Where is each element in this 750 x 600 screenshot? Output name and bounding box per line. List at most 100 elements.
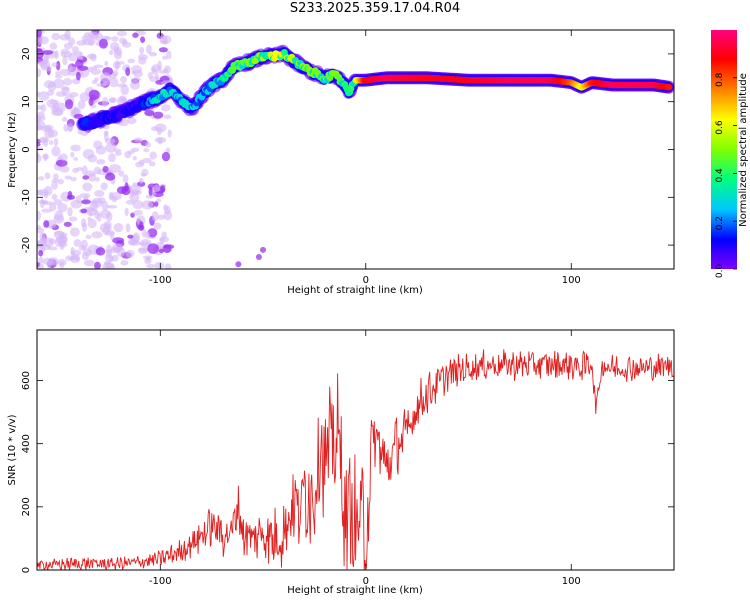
spectrogram-noise-mark — [105, 265, 112, 269]
spectrogram-noise-mark — [91, 231, 103, 239]
spectrogram-noise-mark — [63, 78, 73, 86]
spectrogram-noise-mark — [63, 221, 72, 227]
spectrogram-noise-mark — [80, 239, 88, 250]
spectrogram-y-label: Frequency (Hz) — [7, 112, 18, 188]
spectrogram-noise-mark — [108, 153, 116, 163]
spectrogram-noise-mark — [147, 71, 153, 79]
spectrogram-noise-mark — [98, 38, 108, 49]
spectrogram-noise-mark — [37, 189, 49, 196]
spectrogram-noise-mark — [80, 199, 92, 205]
spectrogram-noise-mark — [39, 36, 49, 45]
spectrogram-noise-mark — [53, 138, 59, 147]
spectrogram-y-tick-label: 0 — [21, 146, 32, 152]
figure-title: S233.2025.359.17.04.R04 — [289, 1, 461, 16]
spectrogram-noise-mark — [70, 144, 81, 152]
spectrogram-noise-mark — [41, 137, 50, 143]
spectrogram-noise-mark — [94, 209, 100, 220]
spectrogram-noise-mark — [53, 173, 59, 181]
spectrogram-noise-mark — [89, 53, 97, 62]
colorbar-tick-label: 0.8 — [715, 72, 725, 87]
spectrogram-noise-mark — [73, 106, 79, 112]
spectrogram-noise-mark — [43, 124, 54, 131]
spectrogram-noise-mark — [129, 184, 141, 194]
spectrogram-noise-mark — [142, 157, 152, 164]
spectrogram-noise-mark — [157, 214, 166, 220]
spectrogram-noise-mark — [68, 92, 79, 98]
spectrogram-noise-mark — [145, 194, 154, 199]
spectrogram-noise-mark — [43, 220, 50, 228]
spectrogram-noise-mark — [104, 137, 116, 145]
spectrogram-noise-mark — [155, 198, 162, 203]
spectrogram-noise-mark — [97, 197, 106, 204]
spectrogram-noise-mark — [42, 237, 54, 248]
spectrogram-noise-mark — [125, 67, 131, 77]
spectrogram-noise-mark — [112, 61, 121, 69]
colorbar-tick-label: 0.4 — [715, 168, 725, 183]
spectrogram-noise-mark — [154, 201, 159, 207]
spectrogram-noise-mark — [94, 77, 99, 82]
spectrogram-noise-mark — [106, 204, 118, 209]
spectrogram-noise-mark — [51, 109, 64, 116]
spectrogram-noise-mark — [141, 200, 154, 210]
spectrogram-noise-mark — [94, 189, 105, 197]
spectrogram-noise-mark — [38, 249, 44, 257]
spectrogram-noise-mark — [167, 129, 172, 138]
spectrogram-noise-mark — [67, 63, 73, 72]
spectrogram-noise-mark — [124, 151, 132, 159]
spectrogram-noise-mark — [139, 46, 145, 55]
snr-x-ticks: -100 0 100 — [149, 330, 581, 587]
spectrogram-noise-mark — [158, 47, 168, 53]
spectrogram-noise-mark — [75, 59, 84, 69]
spectrogram-y-tick-label: 10 — [21, 95, 32, 108]
spectrogram-noise-mark — [49, 42, 58, 50]
spectrogram-noise-mark — [99, 72, 112, 83]
spectrogram-noise-mark — [124, 181, 129, 192]
spectrogram-noise-mark — [127, 234, 134, 239]
spectrogram-noise-mark — [138, 159, 145, 165]
spectrogram-noise-mark — [120, 260, 129, 266]
spectrogram-noise-mark — [103, 35, 112, 41]
spectrogram-noise-mark — [42, 50, 54, 55]
spectrogram-noise-mark — [116, 83, 128, 88]
spectrogram-noise-mark — [154, 137, 167, 144]
spectrogram-noise-mark — [111, 36, 119, 42]
spectrogram-noise-mark — [58, 241, 68, 248]
spectrogram-noise-mark — [140, 36, 146, 43]
spectrogram-noise-mark — [41, 208, 53, 213]
spectrogram-noise-mark — [37, 47, 43, 52]
spectrogram-noise-mark — [114, 151, 122, 156]
spectrogram-noise-mark — [113, 223, 124, 233]
spectrogram-noise-mark — [109, 49, 114, 56]
spectrogram-noise-mark — [38, 256, 44, 265]
spectrogram-noise-mark — [102, 225, 111, 236]
spectrogram-noise-mark — [75, 71, 81, 81]
snr-frame — [36, 329, 675, 571]
spectrogram-noise-mark — [163, 114, 172, 120]
spectrogram-noise-mark — [54, 210, 64, 221]
spectrogram-noise-mark — [161, 151, 171, 162]
spectrogram-noise-mark — [52, 78, 65, 89]
spectrogram-noise-mark — [73, 157, 79, 161]
spectrogram-noise-mark — [145, 231, 150, 239]
spectrogram-noise-mark — [152, 111, 164, 119]
spectrogram-noise-mark — [71, 46, 79, 53]
colorbar-label: Normalized spectral amplitude — [738, 73, 749, 227]
spectrogram-noise-mark — [125, 249, 135, 258]
spectrogram-noise-mark — [96, 83, 107, 87]
spectrogram-noise-mark — [70, 151, 75, 158]
spectrogram-noise-mark — [44, 128, 54, 139]
spectrogram-noise-mark — [152, 184, 161, 193]
spectrogram-noise-mark — [37, 146, 44, 151]
spectrogram-noise-mark — [124, 207, 129, 217]
spectrogram-noise-mark — [62, 54, 68, 66]
colorbar-tick-label: 0.0 — [715, 264, 725, 279]
spectrogram-noise-mark — [102, 96, 109, 108]
spectrogram-noise-mark — [38, 263, 44, 269]
spectrogram-noise-mark — [88, 89, 100, 100]
spectrogram-noise-mark — [67, 53, 78, 62]
spectrogram-noise-mark — [145, 44, 152, 54]
spectrogram-noise-mark — [109, 77, 119, 88]
spectrogram-noise-mark — [99, 209, 111, 219]
spectrogram-noise-mark — [82, 148, 95, 160]
